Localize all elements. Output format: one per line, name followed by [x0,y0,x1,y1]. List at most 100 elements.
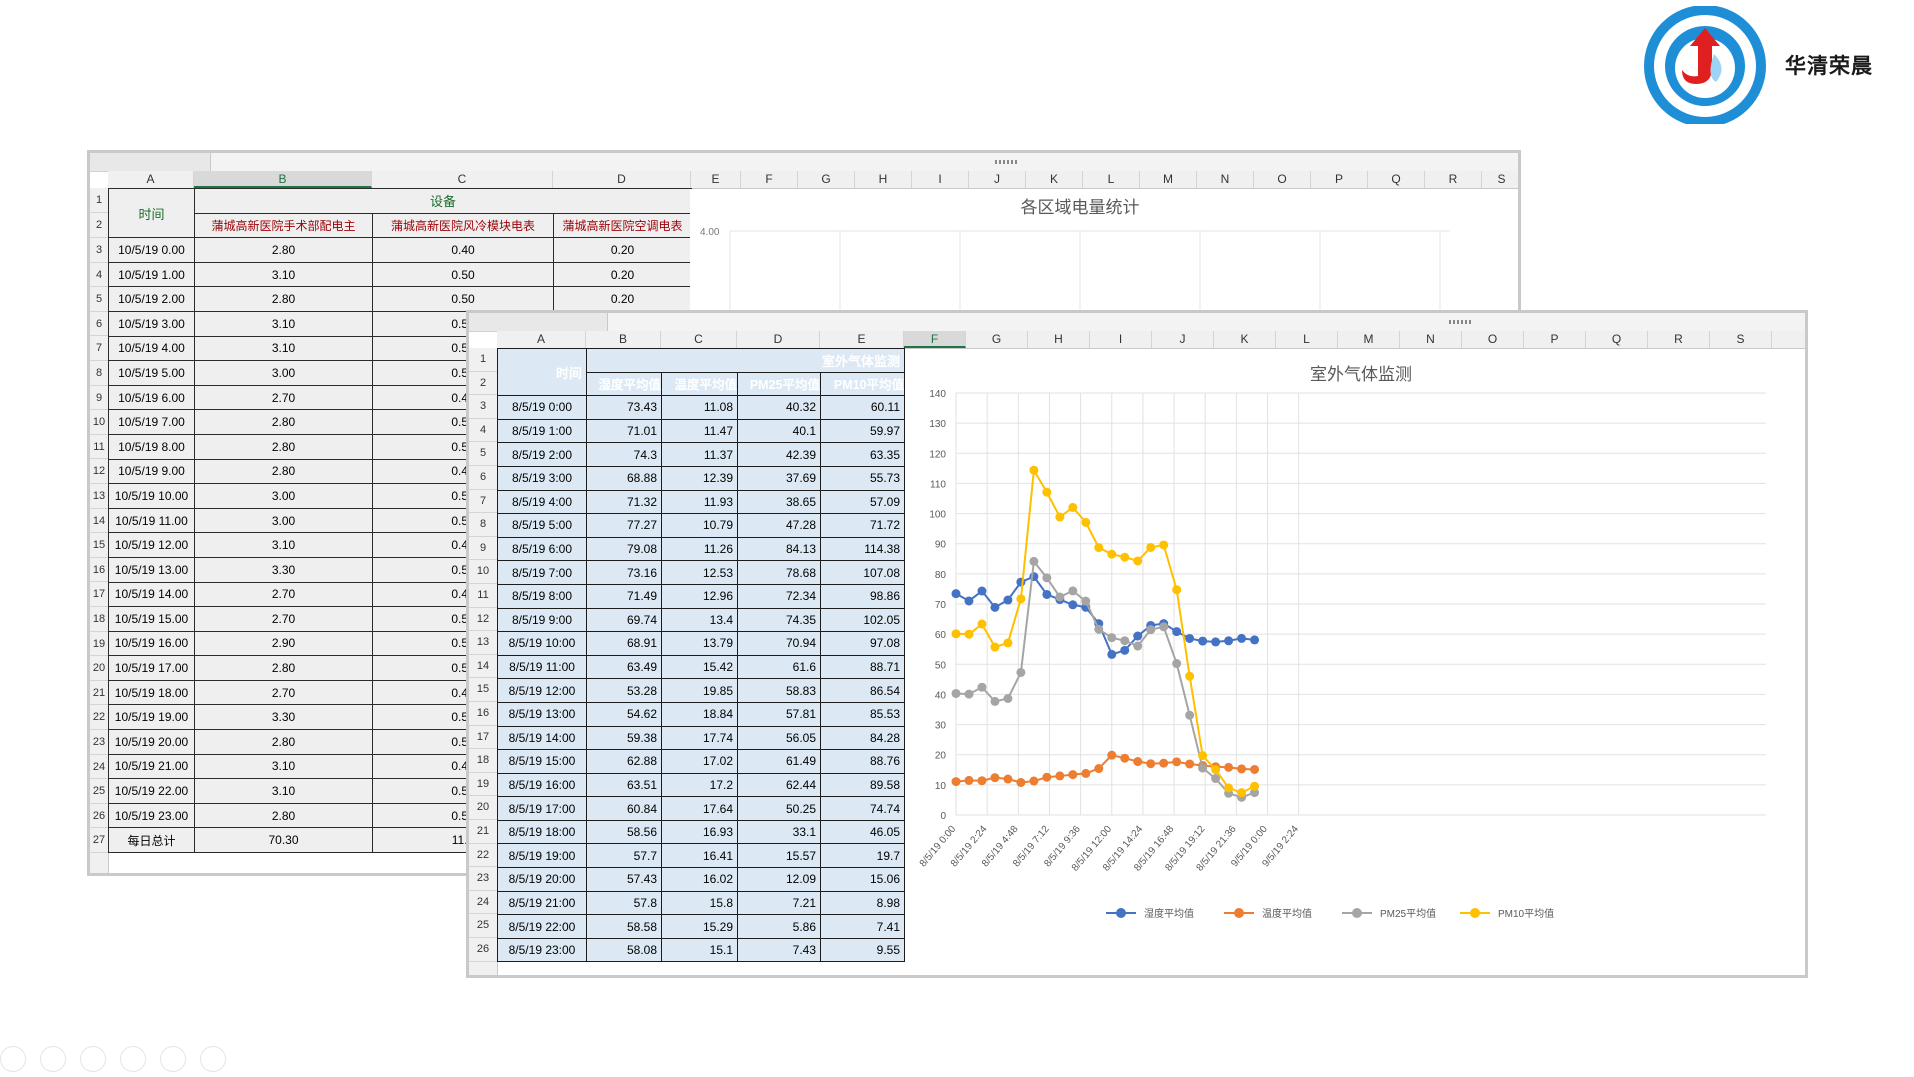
cell-time[interactable]: 8/5/19 11:00 [497,654,587,680]
cell-time[interactable]: 8/5/19 23:00 [497,937,587,963]
row-header[interactable]: 13 [469,631,497,655]
row-header[interactable]: 24 [469,891,497,915]
cell-humidity[interactable]: 68.88 [586,465,662,491]
row-header[interactable]: 12 [469,608,497,632]
cell-pm10[interactable]: 63.35 [819,442,906,467]
row-header[interactable]: 15 [90,533,108,558]
cell-meter3[interactable]: 0.20 [553,261,692,288]
table-row[interactable]: 8/5/19 8:00 71.49 12.96 72.34 98.86 [497,583,906,609]
legend-label[interactable]: 湿度平均值 [1144,907,1194,920]
row-header[interactable]: 19 [469,773,497,797]
cell-time[interactable]: 10/5/19 7.00 [108,409,195,435]
cell-pm25[interactable]: 12.09 [737,867,821,892]
cell-meter1[interactable]: 3.00 [194,483,373,509]
column-header[interactable]: J [1152,331,1214,348]
cell-meter1[interactable]: 2.80 [194,655,373,681]
cell-temperature[interactable]: 17.2 [661,772,738,798]
cell-meter1[interactable]: 3.10 [194,532,373,558]
table-row[interactable]: 8/5/19 2:00 74.3 11.37 42.39 63.35 [497,442,906,467]
column-header[interactable]: G [798,171,855,188]
cell-temperature[interactable]: 12.96 [661,583,738,609]
cell-pm10[interactable]: 102.05 [819,607,906,633]
table-row[interactable]: 8/5/19 20:00 57.43 16.02 12.09 15.06 [497,867,906,892]
row-header[interactable]: 17 [469,726,497,750]
air-table[interactable]: 时间 室外气体监测 湿度平均值 温度平均值 PM25平均值 PM10平均值 8/… [497,347,906,963]
cell-pm25[interactable]: 72.34 [737,583,821,609]
cell-time[interactable]: 10/5/19 9.00 [108,458,195,485]
cell-humidity[interactable]: 71.32 [586,489,662,515]
row-header[interactable]: 15 [469,678,497,702]
cell-time[interactable]: 10/5/19 21.00 [108,753,195,780]
row-header[interactable]: 10 [469,560,497,584]
cell-meter1[interactable]: 3.10 [194,261,373,288]
cell-pm25[interactable]: 74.35 [737,607,821,633]
column-header[interactable]: M [1338,331,1400,348]
row-header[interactable]: 9 [90,386,108,411]
cell-temperature[interactable]: 11.26 [661,536,738,562]
cell-pm10[interactable]: 114.38 [819,536,906,562]
cell-pm10[interactable]: 7.41 [819,914,906,939]
cell-temperature[interactable]: 11.08 [661,395,738,420]
resize-grip-icon[interactable] [995,160,1017,164]
cell-humidity[interactable]: 59.38 [586,725,662,751]
cell-time[interactable]: 10/5/19 22.00 [108,778,195,804]
cell-humidity[interactable]: 79.08 [586,536,662,562]
cell-temperature[interactable]: 16.41 [661,843,738,869]
cell-pm25[interactable]: 40.32 [737,395,821,420]
cell-meter1[interactable]: 2.90 [194,630,373,657]
cell-time[interactable]: 8/5/19 17:00 [497,796,587,821]
cell-meter2[interactable]: 0.40 [372,237,554,263]
cell-pm10[interactable]: 98.86 [819,583,906,609]
row-header[interactable]: 17 [90,582,108,607]
cell-time[interactable]: 10/5/19 20.00 [108,729,195,755]
cell-meter1[interactable]: 3.30 [194,704,373,731]
row-headers[interactable]: 1 2 3 4 5 6 7 8 9 10 11 12 13 14 15 16 17 18 19 20 21 22 23 24 2… [469,348,498,975]
humidity-header[interactable]: 湿度平均值 [586,371,662,397]
cell-time[interactable]: 8/5/19 7:00 [497,560,587,585]
legend-label[interactable]: PM25平均值 [1380,907,1436,920]
group-header[interactable]: 室外气体监测 [585,348,906,373]
cell-time[interactable]: 8/5/19 3:00 [497,465,587,491]
cell-pm25[interactable]: 84.13 [737,536,821,562]
table-row[interactable]: 8/5/19 23:00 58.08 15.1 7.43 9.55 [497,937,906,963]
row-header[interactable]: 20 [90,656,108,681]
name-box[interactable] [90,153,211,171]
cell-pm25[interactable]: 61.49 [737,749,821,774]
column-header[interactable]: C [372,171,553,188]
row-header[interactable]: 19 [90,632,108,657]
cell-pm25[interactable]: 50.25 [737,796,821,821]
cell-temperature[interactable]: 17.64 [661,796,738,821]
row-header[interactable]: 6 [90,312,108,337]
cell-meter1[interactable]: 3.00 [194,507,373,534]
cell-temperature[interactable]: 18.84 [661,701,738,727]
meter-header-3[interactable]: 蒲城高新医院空调电表 [553,212,692,239]
cell-meter1[interactable]: 3.10 [194,753,373,780]
cell-temperature[interactable]: 13.4 [661,607,738,633]
cell-pm10[interactable]: 86.54 [819,678,906,703]
cell-humidity[interactable]: 60.84 [586,796,662,821]
cell-humidity[interactable]: 58.08 [586,937,662,963]
row-header[interactable]: 16 [90,558,108,583]
row-header[interactable]: 10 [90,410,108,435]
row-header[interactable]: 25 [469,914,497,938]
row-header[interactable]: 1 [469,348,497,372]
cell-pm10[interactable]: 84.28 [819,725,906,751]
column-header[interactable]: N [1400,331,1462,348]
table-row[interactable]: 8/5/19 9:00 69.74 13.4 74.35 102.05 [497,607,906,633]
row-header[interactable]: 22 [90,705,108,730]
cell-time[interactable]: 10/5/19 10.00 [108,483,195,509]
table-row[interactable]: 10/5/19 1.00 3.10 0.50 0.20 [108,261,692,288]
column-header[interactable]: P [1524,331,1586,348]
cell-temperature[interactable]: 19.85 [661,678,738,703]
cell-pm25[interactable]: 56.05 [737,725,821,751]
row-header[interactable]: 2 [469,372,497,396]
cell-time[interactable]: 8/5/19 22:00 [497,914,587,939]
cell-meter2[interactable]: 0.50 [372,261,554,288]
cell-humidity[interactable]: 63.51 [586,772,662,798]
cell-temperature[interactable]: 15.8 [661,890,738,916]
row-header[interactable]: 11 [469,584,497,608]
cell-pm25[interactable]: 7.43 [737,937,821,963]
row-header[interactable]: 4 [90,263,108,288]
row-header[interactable]: 5 [469,442,497,466]
